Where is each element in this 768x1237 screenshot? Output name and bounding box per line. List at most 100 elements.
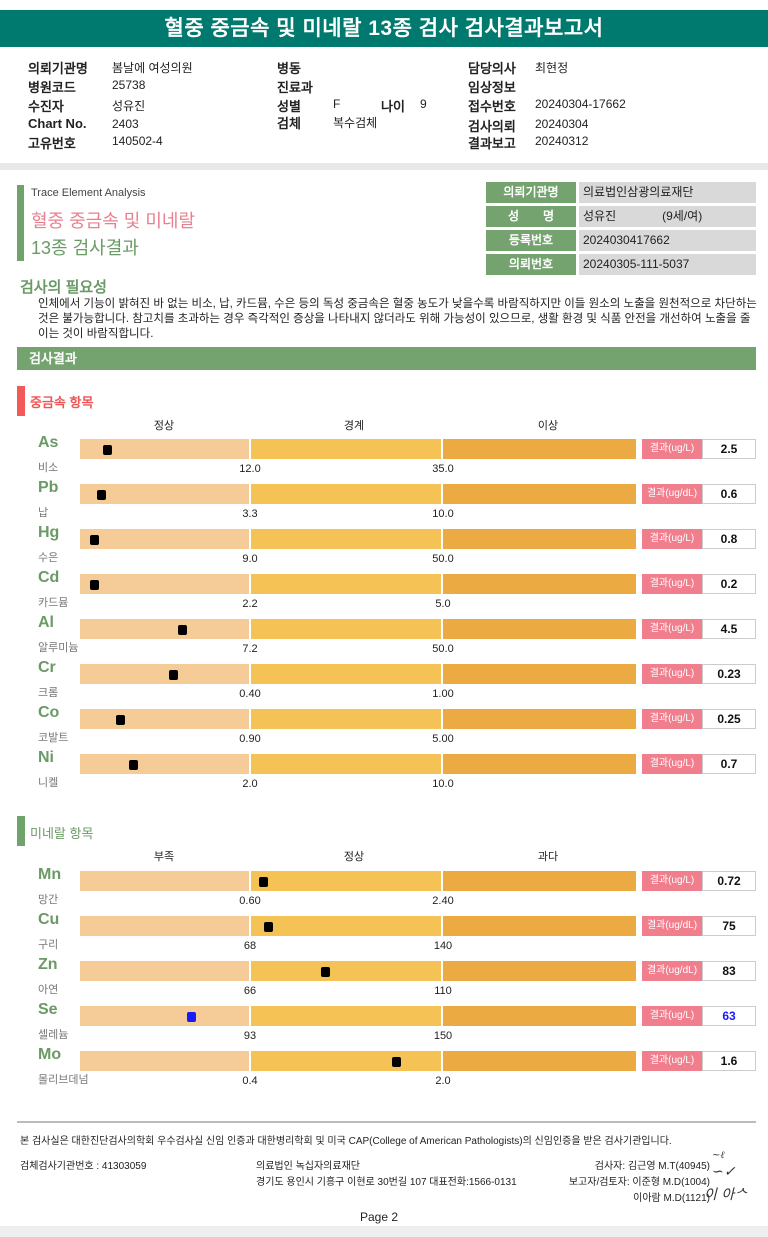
threshold-2: 150 xyxy=(433,1030,453,1042)
result-unit-label: 결과(ug/L) xyxy=(642,619,702,639)
range-low xyxy=(80,871,249,891)
col-header: 정상 xyxy=(343,851,365,863)
header-field: 검사의뢰 xyxy=(468,116,516,135)
result-row-as: As 비소 12.0 35.0 결과(ug/L) 2.5 xyxy=(0,434,768,484)
lab-address: 경기도 용인시 기흥구 이현로 30번길 107 대표전화:1566-0131 xyxy=(256,1177,517,1188)
info-value: 20240305-111-5037 xyxy=(579,254,756,275)
col-header: 이상 xyxy=(537,420,559,432)
element-name: 납 xyxy=(38,507,49,519)
range-high xyxy=(443,916,636,936)
result-row-zn: Zn 아연 66 110 결과(ug/dL) 83 xyxy=(0,956,768,1006)
result-marker xyxy=(116,715,125,725)
result-row-cd: Cd 카드뮴 2.2 5.0 결과(ug/L) 0.2 xyxy=(0,569,768,619)
signature-icon: ∽✓ xyxy=(712,1164,736,1180)
range-high xyxy=(443,439,636,459)
info-key: 의뢰기관명 xyxy=(486,182,576,203)
reporter: 보고자/검토자: 이준형 M.D(1004) xyxy=(568,1177,710,1188)
header-value: 성유진 xyxy=(112,99,146,113)
page-bottom xyxy=(0,1226,768,1237)
heavy-accent xyxy=(17,386,25,416)
threshold-1: 68 xyxy=(243,940,257,952)
range-mid xyxy=(251,439,441,459)
result-marker xyxy=(178,625,187,635)
header-field: 담당의사 xyxy=(468,58,516,77)
range-high xyxy=(443,1006,636,1026)
element-name: 셀레늄 xyxy=(38,1029,69,1041)
threshold-1: 66 xyxy=(243,985,257,997)
col-header: 정상 xyxy=(153,420,175,432)
threshold-1: 12.0 xyxy=(239,463,261,475)
element-name: 구리 xyxy=(38,939,59,951)
range-mid xyxy=(251,619,441,639)
signature-icon: 이 아ᄉ xyxy=(704,1187,748,1203)
range-bar xyxy=(80,1006,636,1026)
threshold-2: 10.0 xyxy=(432,778,454,790)
result-unit-label: 결과(ug/L) xyxy=(642,754,702,774)
range-low xyxy=(80,439,249,459)
lab-org: 의료법인 녹십자의료재단 xyxy=(256,1161,360,1172)
range-mid xyxy=(251,484,441,504)
header-key: 진료과 xyxy=(277,80,313,95)
info-key: 성 명 xyxy=(486,206,576,227)
range-bar xyxy=(80,871,636,891)
element-symbol: Se xyxy=(38,1001,58,1018)
range-low xyxy=(80,709,249,729)
element-name: 알루미늄 xyxy=(38,642,79,654)
result-unit-label: 결과(ug/L) xyxy=(642,709,702,729)
header-key: 의뢰기관명 xyxy=(28,61,88,76)
result-value: 0.6 xyxy=(702,484,756,504)
result-row-al: Al 알루미늄 7.2 50.0 결과(ug/L) 4.5 xyxy=(0,614,768,664)
header-key: 수진자 xyxy=(28,99,64,114)
range-bar xyxy=(80,664,636,684)
header-key: 결과보고 xyxy=(468,136,516,151)
result-marker xyxy=(97,490,106,500)
range-mid xyxy=(251,574,441,594)
header-key: 담당의사 xyxy=(468,61,516,76)
col-header: 경계 xyxy=(343,420,365,432)
report-heading-1: 혈중 중금속 및 미네랄 xyxy=(31,211,196,231)
age-key: 나이 xyxy=(381,99,405,114)
signature-icon: ~ℓ xyxy=(712,1150,725,1161)
header-value: 25738 xyxy=(112,78,146,92)
need-title: 검사의 필요성 xyxy=(20,279,107,296)
range-low xyxy=(80,1006,249,1026)
header-value: 봄날에 여성의원 xyxy=(112,61,193,75)
heavy-metals-label: 중금속 항목 xyxy=(30,395,94,410)
footer-divider xyxy=(17,1121,756,1123)
element-name: 망간 xyxy=(38,894,59,906)
element-name: 코발트 xyxy=(38,732,69,744)
header-value: 20240304-17662 xyxy=(535,97,626,111)
threshold-1: 9.0 xyxy=(242,553,258,565)
range-bar xyxy=(80,439,636,459)
range-bar xyxy=(80,961,636,981)
result-row-mo: Mo 몰리브데넘 0.4 2.0 결과(ug/L) 1.6 xyxy=(0,1046,768,1096)
info-key: 의뢰번호 xyxy=(486,254,576,275)
threshold-1: 93 xyxy=(243,1030,257,1042)
header-value: 2403 xyxy=(112,117,139,131)
threshold-1: 0.4 xyxy=(242,1075,258,1087)
result-row-cu: Cu 구리 68 140 결과(ug/dL) 75 xyxy=(0,911,768,961)
result-row-ni: Ni 니켈 2.0 10.0 결과(ug/L) 0.7 xyxy=(0,749,768,799)
element-symbol: Pb xyxy=(38,479,59,496)
range-mid xyxy=(251,916,441,936)
report-title: 혈중 중금속 및 미네랄 13종 검사 검사결과보고서 xyxy=(0,10,768,47)
result-unit-label: 결과(ug/L) xyxy=(642,871,702,891)
range-low xyxy=(80,574,249,594)
result-unit-label: 결과(ug/L) xyxy=(642,439,702,459)
range-high xyxy=(443,619,636,639)
threshold-1: 3.3 xyxy=(242,508,258,520)
element-symbol: As xyxy=(38,434,59,451)
threshold-2: 10.0 xyxy=(432,508,454,520)
header-key: 검사의뢰 xyxy=(468,119,516,134)
results-section-header: 검사결과 xyxy=(17,347,756,370)
header-key: Chart No. xyxy=(28,116,87,131)
header-value: 140502-4 xyxy=(112,134,163,148)
result-marker xyxy=(259,877,268,887)
element-symbol: Ni xyxy=(38,749,54,766)
certification-text: 본 검사실은 대한진단검사의학회 우수검사실 신임 인증과 대한병리학회 및 미… xyxy=(20,1136,672,1147)
report-subtitle: Trace Element Analysis xyxy=(31,187,146,199)
result-unit-label: 결과(ug/L) xyxy=(642,1051,702,1071)
result-marker xyxy=(129,760,138,770)
result-marker xyxy=(169,670,178,680)
threshold-1: 0.40 xyxy=(239,688,261,700)
